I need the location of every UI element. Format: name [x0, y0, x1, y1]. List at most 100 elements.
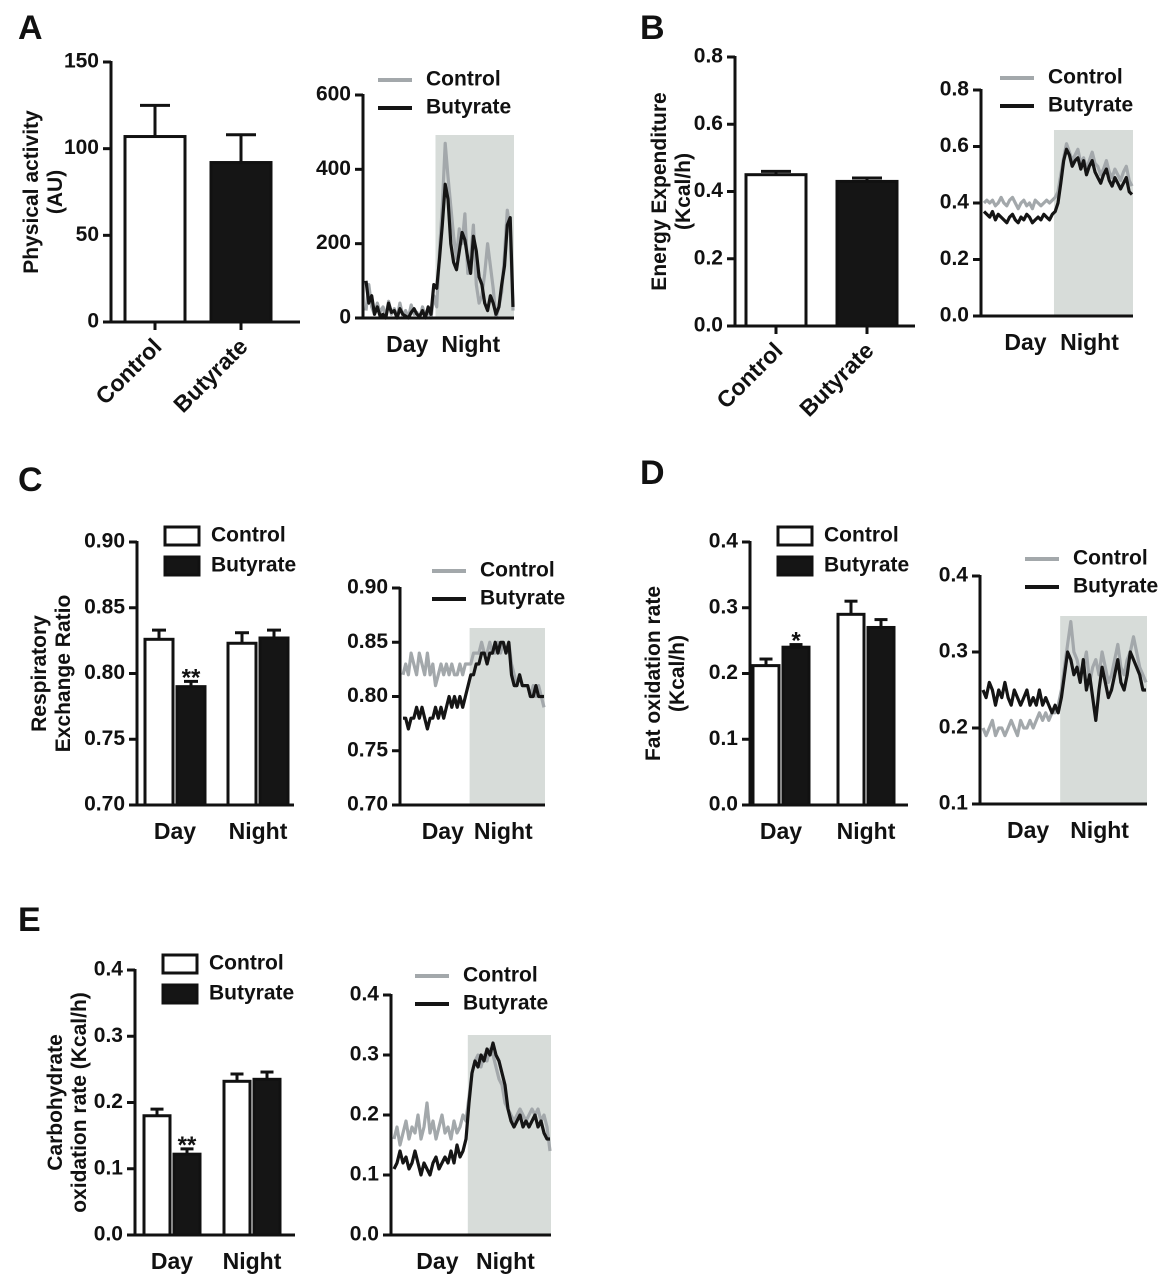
- series-line-butyrate: [403, 640, 544, 731]
- significance-marker: **: [178, 1132, 197, 1159]
- x-group-label: Day: [760, 818, 802, 844]
- legend-label: Control: [211, 524, 286, 547]
- y-tick-label: 0.1: [709, 727, 739, 750]
- y-tick-label: 0.80: [84, 661, 125, 684]
- significance-marker: *: [791, 628, 801, 655]
- panel-letter: C: [18, 461, 43, 499]
- x-category-label: Night: [474, 818, 533, 844]
- y-tick-label: 0.2: [94, 1090, 123, 1113]
- y-tick-label: 0.2: [350, 1103, 379, 1126]
- y-tick-label: 0.70: [84, 793, 125, 816]
- legend-label: Control: [480, 559, 555, 582]
- legend-label: Control: [1048, 66, 1123, 89]
- y-tick-label: 0.80: [347, 684, 388, 707]
- y-axis-label-line: Fat oxidation rate: [642, 586, 665, 761]
- bar-control: [142, 1114, 172, 1237]
- bar-control: [836, 612, 866, 807]
- y-tick-label: 0.4: [940, 191, 970, 214]
- x-category-label: Day: [416, 1248, 458, 1274]
- y-tick-label: 0.8: [940, 78, 970, 101]
- bar-chart: 0 50 100 150 Physical activity(AU) Control But…: [20, 50, 300, 418]
- x-category-label: Day: [422, 818, 464, 844]
- x-category-label: Night: [441, 331, 500, 357]
- x-category-label: Butyrate: [794, 337, 878, 421]
- legend-label: Butyrate: [480, 587, 565, 610]
- y-tick-label: 0.4: [694, 179, 724, 202]
- panel-b: B 0.0 0.2 0.4 0.6 0.8 Energy Expenditure(Kcal/…: [640, 9, 1134, 422]
- bar-control: [226, 641, 258, 807]
- line-legend: Control Butyrate: [1025, 547, 1158, 598]
- line-chart: 0.70 0.75 0.80 0.85 0.90 Day Night Control Butyr…: [347, 559, 565, 844]
- y-tick-label: 0.85: [84, 595, 125, 618]
- bar-butyrate: [258, 636, 290, 807]
- y-axis-label: Physical activity(AU): [20, 110, 67, 274]
- legend-swatch-control: [163, 525, 201, 547]
- y-axis-label-line: Carbohydrate: [44, 1034, 67, 1171]
- legend-label: Control: [426, 68, 501, 91]
- panel-letter: D: [640, 454, 665, 492]
- line-chart: 0.0 0.2 0.4 0.6 0.8 Day Night Control Butyrate: [940, 66, 1134, 355]
- x-group-label: Night: [229, 818, 288, 844]
- legend-swatch-butyrate: [163, 555, 201, 577]
- y-axis-label-line: (Kcal/h): [672, 153, 695, 230]
- y-tick-label: 150: [64, 50, 99, 73]
- legend-swatch-butyrate: [776, 555, 814, 577]
- bar-control: [751, 664, 781, 807]
- y-tick-label: 0: [339, 306, 351, 329]
- y-tick-label: 100: [64, 136, 99, 159]
- series-line-butyrate: [364, 182, 515, 320]
- series-line-butyrate: [392, 1041, 550, 1177]
- y-tick-label: 0.4: [939, 564, 969, 587]
- significance-marker: **: [182, 664, 201, 691]
- bar-chart: 0.0 0.2 0.4 0.6 0.8 Energy Expenditure(Kcal/h…: [648, 45, 915, 422]
- legend-label: Control: [1073, 547, 1148, 570]
- x-group-label: Day: [151, 1248, 193, 1274]
- legend-label: Butyrate: [211, 554, 296, 577]
- panel-c: C 0.70 0.75 0.80 0.85 0.90 RespiratoryExchange…: [18, 461, 565, 844]
- y-tick-label: 0.90: [347, 576, 388, 599]
- y-tick-label: 0.75: [347, 738, 388, 761]
- y-tick-label: 0.85: [347, 630, 388, 653]
- series-line-butyrate: [981, 650, 1146, 723]
- x-category-label: Day: [1007, 817, 1049, 843]
- series-line-butyrate: [982, 147, 1134, 225]
- x-group-label: Day: [154, 818, 196, 844]
- x-group-label: Night: [223, 1248, 282, 1274]
- y-axis-label-line: (Kcal/h): [666, 635, 689, 712]
- y-tick-label: 0.70: [347, 793, 388, 816]
- legend-label: Butyrate: [463, 992, 548, 1015]
- bar-control: [222, 1079, 252, 1237]
- legend-label: Butyrate: [426, 96, 511, 119]
- y-tick-label: 0.2: [694, 246, 723, 269]
- y-tick-label: 0.0: [709, 793, 738, 816]
- y-tick-label: 0.4: [94, 958, 124, 981]
- y-tick-label: 0.1: [939, 792, 969, 815]
- legend-swatch-control: [161, 953, 199, 975]
- panel-d: D 0.0 0.1 0.2 0.3 0.4 Fat oxidation rate(Kcal/…: [640, 454, 1158, 844]
- line-chart: 0 200 400 600 Day Night Control Butyrate: [316, 68, 515, 357]
- y-tick-label: 0.2: [709, 661, 738, 684]
- y-tick-label: 0.90: [84, 530, 125, 553]
- y-tick-label: 0.4: [350, 983, 380, 1006]
- bar-legend: Control Butyrate: [161, 952, 294, 1005]
- x-category-label: Control: [711, 337, 787, 413]
- x-category-label: Night: [476, 1248, 535, 1274]
- line-legend: Control Butyrate: [1000, 66, 1133, 117]
- x-category-label: Day: [386, 331, 428, 357]
- y-tick-label: 600: [316, 83, 351, 106]
- panel-letter: B: [640, 9, 665, 47]
- y-tick-label: 0.8: [694, 45, 724, 68]
- panel-letter: E: [18, 901, 41, 939]
- y-tick-label: 0.3: [350, 1043, 379, 1066]
- y-tick-label: 0.2: [940, 247, 969, 270]
- legend-label: Butyrate: [209, 982, 294, 1005]
- y-axis-label-line: (AU): [44, 170, 67, 214]
- y-axis-label: Carbohydrateoxidation rate (Kcal/h): [44, 992, 91, 1213]
- y-tick-label: 0.1: [350, 1163, 380, 1186]
- y-tick-label: 0.3: [94, 1024, 123, 1047]
- legend-label: Butyrate: [824, 554, 909, 577]
- bar-control: [744, 173, 808, 328]
- bar-butyrate: [175, 685, 207, 807]
